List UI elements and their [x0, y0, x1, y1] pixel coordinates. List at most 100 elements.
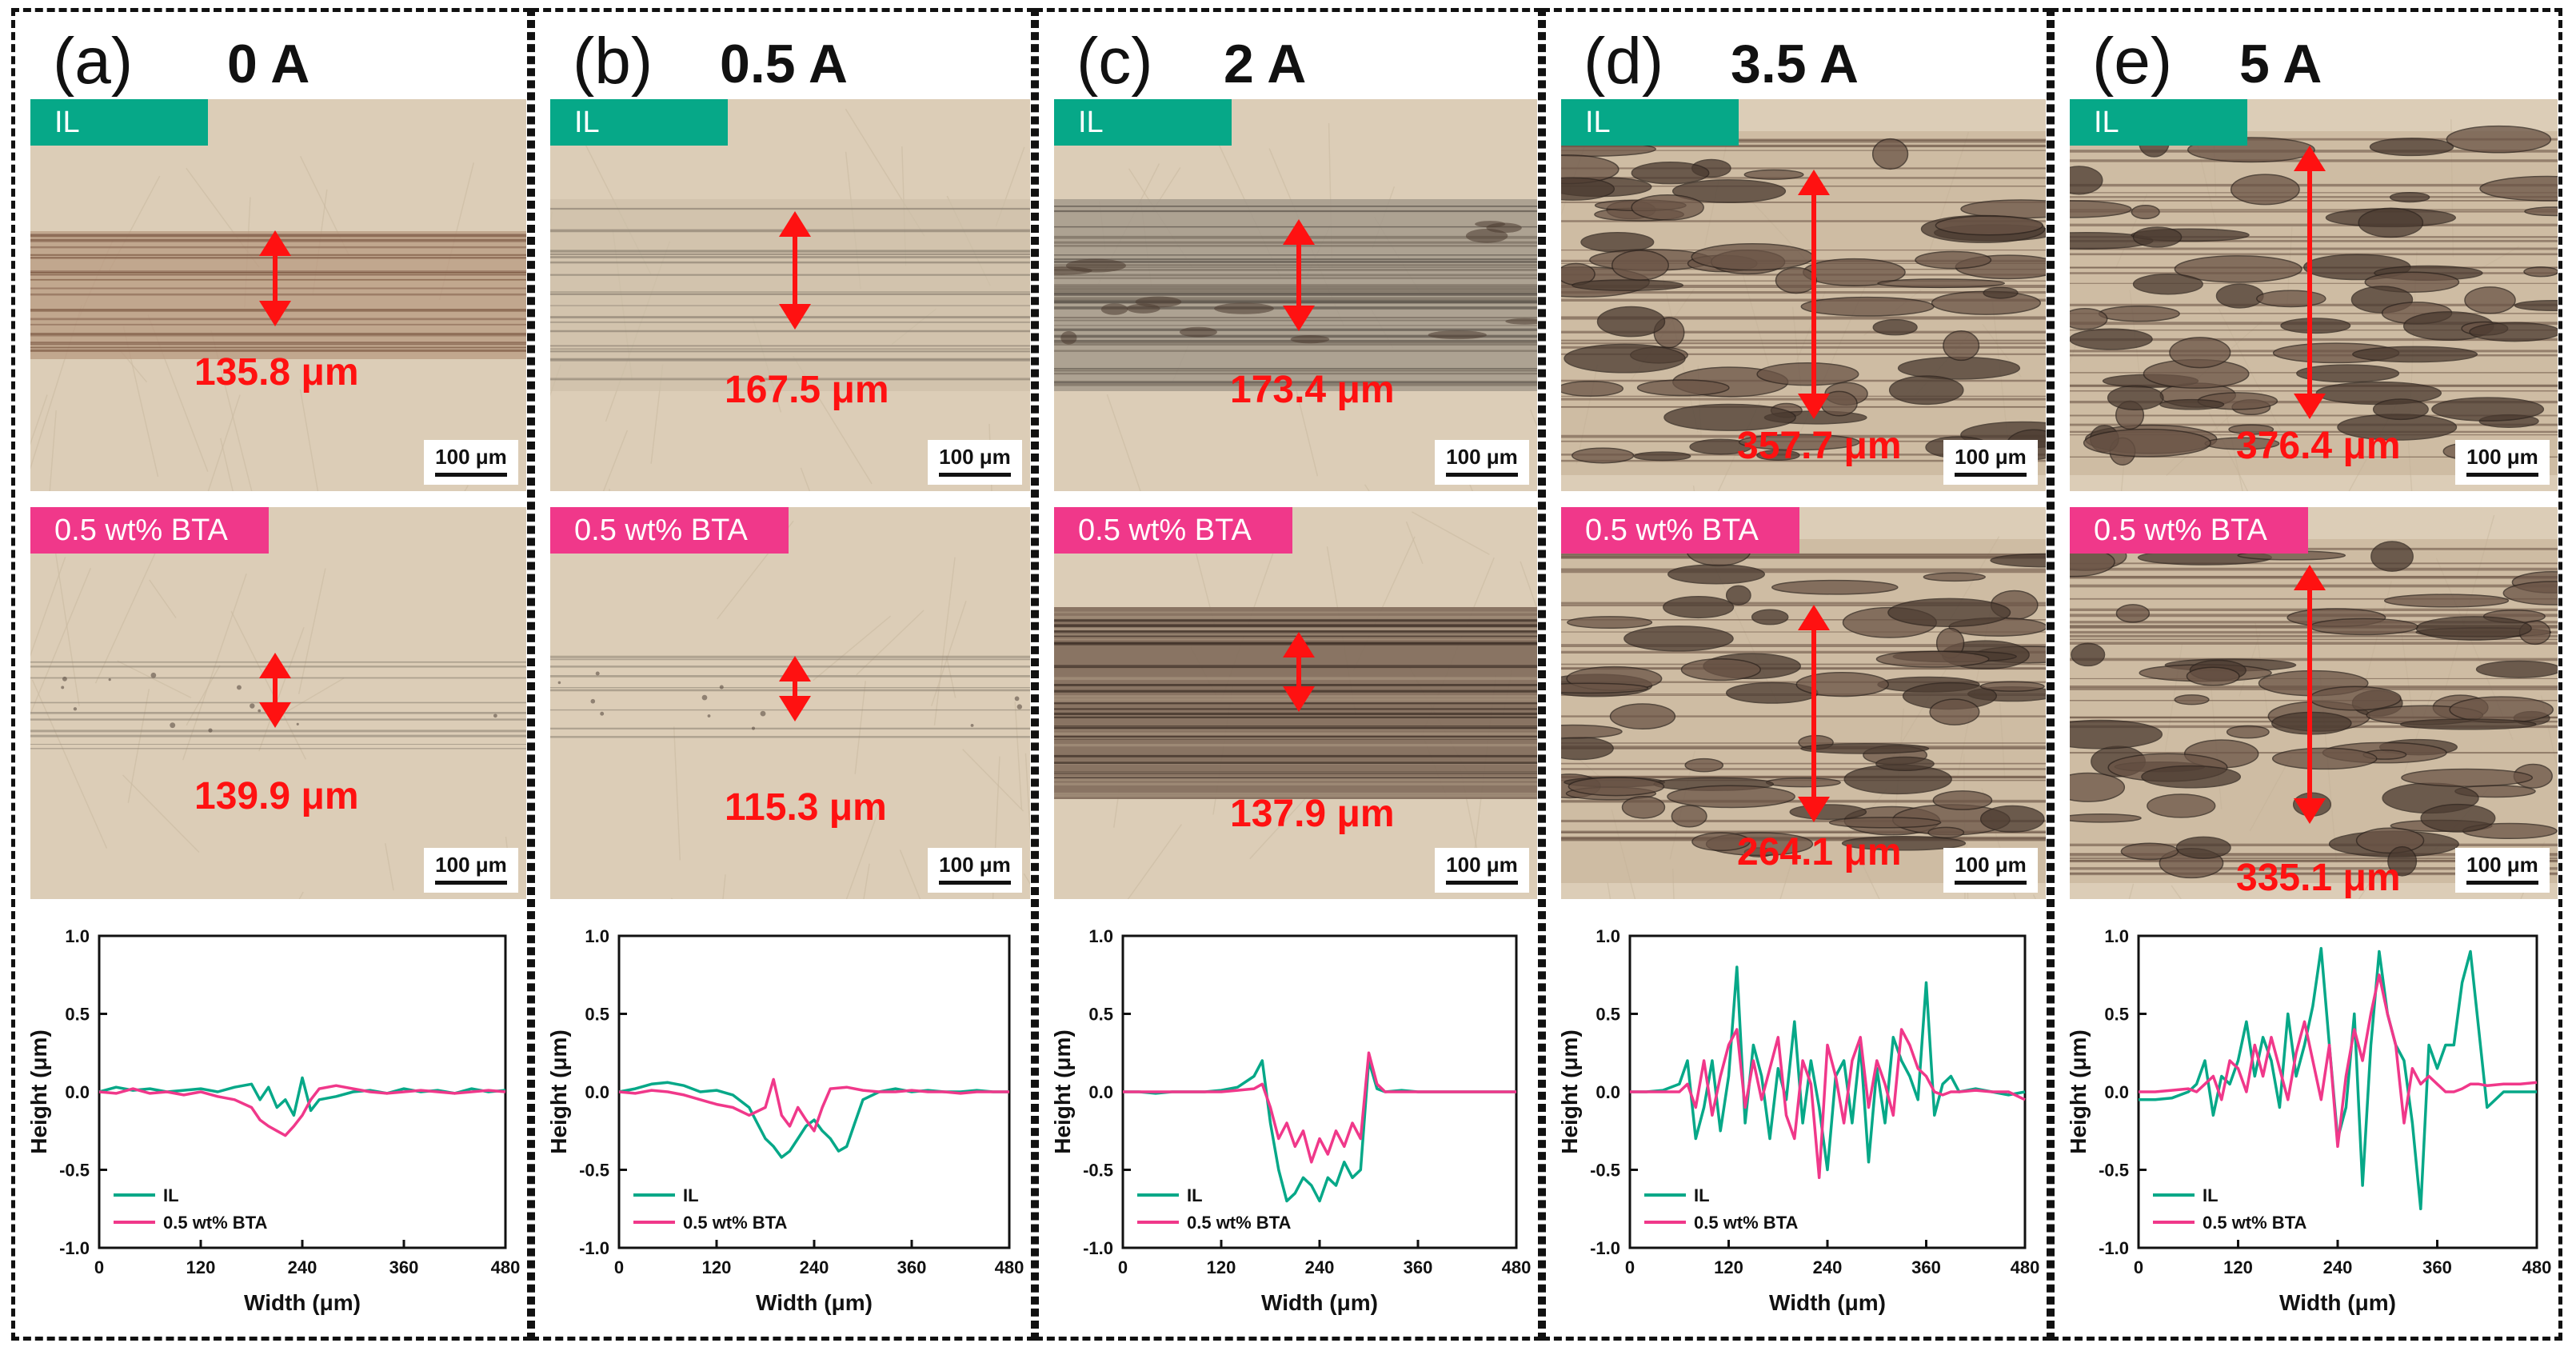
y-tick-label: 0.0 [585, 1082, 609, 1102]
micrograph-il: IL 173.4 μm 100 μm [1054, 99, 1537, 491]
x-tick-label: 120 [702, 1257, 732, 1277]
tag-il: IL [550, 99, 728, 146]
x-tick-label: 0 [2134, 1257, 2143, 1277]
width-measurement: 335.1 μm [2236, 857, 2401, 899]
y-tick-label: 0.0 [1088, 1082, 1113, 1102]
x-axis-label: Width (μm) [1769, 1290, 1886, 1315]
micrograph-bta: 0.5 wt% BTA 137.9 μm 100 μm [1054, 507, 1537, 899]
scale-bar-label: 100 μm [1955, 853, 2027, 877]
scale-bar: 100 μm [1435, 440, 1529, 485]
y-tick-label: 1.0 [2104, 926, 2129, 946]
scale-bar: 100 μm [2455, 848, 2550, 893]
series-line-bta [618, 1077, 1009, 1133]
panel-column: (b) 0.5 A IL 167.5 μm 100 μm 0.5 wt% BTA 115.3… [531, 0, 1035, 1355]
width-measurement: 173.4 μm [1230, 369, 1395, 411]
legend-label-il: IL [683, 1185, 699, 1205]
x-tick-label: 240 [288, 1257, 318, 1277]
y-tick-label: 0.0 [1596, 1082, 1620, 1102]
micrograph-bta: 0.5 wt% BTA 264.1 μm 100 μm [1561, 507, 2046, 899]
y-tick-label: 0.5 [1596, 1005, 1620, 1025]
scale-bar-line [1446, 473, 1518, 477]
y-tick-label: 0.5 [1088, 1005, 1113, 1025]
x-axis-label: Width (μm) [756, 1290, 873, 1315]
tag-bta: 0.5 wt% BTA [2070, 507, 2308, 554]
panel-column: (e) 5 A IL 376.4 μm 100 μm 0.5 wt% BTA 335.1 μ… [2051, 0, 2562, 1355]
x-tick-label: 120 [1207, 1257, 1236, 1277]
x-tick-label: 240 [1813, 1257, 1843, 1277]
y-tick-label: -1.0 [579, 1238, 609, 1258]
micrograph-bta: 0.5 wt% BTA 139.9 μm 100 μm [30, 507, 526, 899]
profile-chart: -1.0 -0.5 0.0 0.5 1.0 0 120 240 360 480 Width (μm)… [1557, 926, 2040, 1315]
legend-label-bta: 0.5 wt% BTA [1694, 1213, 1799, 1233]
series-line-bta [1630, 1028, 2026, 1180]
micrograph-image [1054, 507, 1537, 899]
scale-bar-line [435, 473, 507, 477]
x-tick-label: 360 [389, 1257, 419, 1277]
x-tick-label: 240 [800, 1257, 829, 1277]
tag-il: IL [30, 99, 208, 146]
micrograph-image [2070, 507, 2558, 899]
scale-bar-line [435, 881, 507, 885]
panel-column: (a) 0 A IL 135.8 μm 100 μm 0.5 wt% BTA 139.9 μ… [11, 0, 531, 1355]
legend-label-il: IL [2203, 1185, 2219, 1205]
panel-border [11, 8, 531, 1341]
legend-label-il: IL [1694, 1185, 1710, 1205]
scale-bar-line [939, 473, 1011, 477]
y-tick-label: 1.0 [1088, 926, 1113, 946]
scale-bar: 100 μm [424, 848, 518, 893]
micrograph-image [2070, 99, 2558, 491]
scale-bar: 100 μm [1943, 848, 2038, 893]
x-axis-label: Width (μm) [1261, 1290, 1378, 1315]
x-tick-label: 480 [2011, 1257, 2040, 1277]
scale-bar-line [1955, 881, 2027, 885]
scale-bar-label: 100 μm [2466, 853, 2538, 877]
x-axis-label: Width (μm) [2279, 1290, 2396, 1315]
micrograph-il: IL 135.8 μm 100 μm [30, 99, 526, 491]
y-tick-label: -0.5 [1083, 1161, 1113, 1181]
y-tick-label: 0.5 [65, 1005, 90, 1025]
y-tick-label: -1.0 [1590, 1238, 1620, 1258]
scale-bar-label: 100 μm [939, 853, 1011, 877]
micrograph-image [30, 507, 526, 899]
scale-bar-label: 100 μm [435, 445, 507, 469]
tag-bta: 0.5 wt% BTA [550, 507, 789, 554]
series-line-bta [1123, 1051, 1516, 1164]
legend-label-bta: 0.5 wt% BTA [683, 1213, 788, 1233]
tag-il: IL [1054, 99, 1232, 146]
panel-border [531, 8, 1035, 1341]
x-tick-label: 360 [1404, 1257, 1433, 1277]
series-line-il [1123, 1059, 1516, 1203]
scale-bar-line [1446, 881, 1518, 885]
scale-bar-line [939, 881, 1011, 885]
current-title: 2 A [1224, 34, 1307, 94]
x-tick-label: 360 [2422, 1257, 2452, 1277]
x-tick-label: 360 [1911, 1257, 1941, 1277]
y-tick-label: 1.0 [585, 926, 609, 946]
width-measurement: 357.7 μm [1737, 425, 1902, 467]
tag-il: IL [1561, 99, 1739, 146]
micrograph-image [1561, 99, 2046, 491]
profile-chart: -1.0 -0.5 0.0 0.5 1.0 0 120 240 360 480 Width (μm)… [26, 926, 520, 1315]
panel-label: (d) [1584, 25, 1664, 98]
micrograph-bta: 0.5 wt% BTA 115.3 μm 100 μm [550, 507, 1030, 899]
y-tick-label: -0.5 [579, 1161, 609, 1181]
scale-bar-line [1955, 473, 2027, 477]
panel-border [2051, 8, 2562, 1341]
x-tick-label: 0 [1118, 1257, 1128, 1277]
scale-bar: 100 μm [928, 440, 1022, 485]
x-tick-label: 480 [1502, 1257, 1532, 1277]
micrograph-il: IL 376.4 μm 100 μm [2070, 99, 2558, 491]
x-tick-label: 480 [995, 1257, 1024, 1277]
scale-bar-label: 100 μm [1955, 445, 2027, 469]
micrograph-image [30, 99, 526, 491]
scale-bar-label: 100 μm [939, 445, 1011, 469]
x-tick-label: 240 [1305, 1257, 1335, 1277]
width-measurement: 137.9 μm [1230, 793, 1395, 835]
micrograph-image [1054, 99, 1537, 491]
x-tick-label: 0 [1625, 1257, 1635, 1277]
panel-label: (e) [2092, 25, 2173, 98]
y-tick-label: -0.5 [1590, 1161, 1620, 1181]
scale-bar: 100 μm [2455, 440, 2550, 485]
x-axis-label: Width (μm) [244, 1290, 361, 1315]
